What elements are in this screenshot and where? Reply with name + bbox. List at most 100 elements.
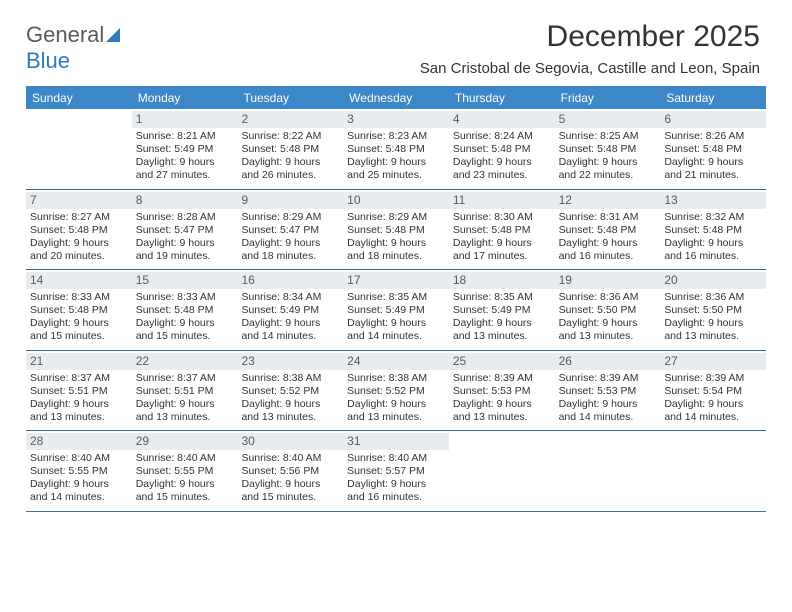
day-number: 22 <box>132 353 238 370</box>
daylight-text: and 13 minutes. <box>241 411 339 424</box>
day-number: 11 <box>449 192 555 209</box>
sunset-text: Sunset: 5:48 PM <box>559 143 657 156</box>
sunset-text: Sunset: 5:56 PM <box>241 465 339 478</box>
daylight-text: Daylight: 9 hours <box>664 317 762 330</box>
logo: General Blue <box>26 22 120 74</box>
sunset-text: Sunset: 5:57 PM <box>347 465 445 478</box>
daylight-text: Daylight: 9 hours <box>241 317 339 330</box>
calendar-cell: 15Sunrise: 8:33 AMSunset: 5:48 PMDayligh… <box>132 270 238 350</box>
sunset-text: Sunset: 5:48 PM <box>664 143 762 156</box>
daylight-text: and 17 minutes. <box>453 250 551 263</box>
sunrise-text: Sunrise: 8:35 AM <box>453 291 551 304</box>
day-number: 17 <box>343 272 449 289</box>
calendar-cell: 11Sunrise: 8:30 AMSunset: 5:48 PMDayligh… <box>449 190 555 270</box>
daylight-text: Daylight: 9 hours <box>30 478 128 491</box>
daylight-text: and 27 minutes. <box>136 169 234 182</box>
sunrise-text: Sunrise: 8:27 AM <box>30 211 128 224</box>
calendar-cell: 13Sunrise: 8:32 AMSunset: 5:48 PMDayligh… <box>660 190 766 270</box>
calendar-cell: 5Sunrise: 8:25 AMSunset: 5:48 PMDaylight… <box>555 109 661 189</box>
calendar-week-row: 28Sunrise: 8:40 AMSunset: 5:55 PMDayligh… <box>26 431 766 512</box>
calendar-cell: 31Sunrise: 8:40 AMSunset: 5:57 PMDayligh… <box>343 431 449 511</box>
calendar: Sunday Monday Tuesday Wednesday Thursday… <box>26 86 766 512</box>
calendar-cell: 21Sunrise: 8:37 AMSunset: 5:51 PMDayligh… <box>26 351 132 431</box>
sunset-text: Sunset: 5:47 PM <box>241 224 339 237</box>
calendar-cell <box>660 431 766 511</box>
daylight-text: and 15 minutes. <box>241 491 339 504</box>
daylight-text: Daylight: 9 hours <box>453 156 551 169</box>
daylight-text: Daylight: 9 hours <box>347 156 445 169</box>
logo-triangle-icon <box>106 28 120 42</box>
sunset-text: Sunset: 5:48 PM <box>136 304 234 317</box>
sunset-text: Sunset: 5:55 PM <box>30 465 128 478</box>
daylight-text: and 20 minutes. <box>30 250 128 263</box>
page-title: December 2025 <box>547 20 760 54</box>
day-number: 26 <box>555 353 661 370</box>
daylight-text: Daylight: 9 hours <box>347 237 445 250</box>
sunset-text: Sunset: 5:48 PM <box>347 224 445 237</box>
calendar-cell: 19 Sunrise: 8:36 AMSunset: 5:50 PMDayligh… <box>555 270 661 350</box>
sunset-text: Sunset: 5:48 PM <box>241 143 339 156</box>
daylight-text: and 14 minutes. <box>241 330 339 343</box>
daylight-text: and 15 minutes. <box>136 330 234 343</box>
calendar-cell: 22 Sunrise: 8:37 AMSunset: 5:51 PMDayligh… <box>132 351 238 431</box>
daylight-text: and 23 minutes. <box>453 169 551 182</box>
sunset-text: Sunset: 5:49 PM <box>241 304 339 317</box>
daylight-text: Daylight: 9 hours <box>241 156 339 169</box>
calendar-cell: 24Sunrise: 8:38 AMSunset: 5:52 PMDayligh… <box>343 351 449 431</box>
sunrise-text: Sunrise: 8:38 AM <box>347 372 445 385</box>
sunrise-text: Sunrise: 8:37 AM <box>136 372 234 385</box>
day-number: 1 <box>132 111 238 128</box>
sunrise-text: Sunrise: 8:40 AM <box>347 452 445 465</box>
calendar-cell: 8Sunrise: 8:28 AMSunset: 5:47 PMDaylight… <box>132 190 238 270</box>
calendar-cell: 9Sunrise: 8:29 AMSunset: 5:47 PMDaylight… <box>237 190 343 270</box>
sunrise-text: Sunrise: 8:28 AM <box>136 211 234 224</box>
sunrise-text: Sunrise: 8:36 AM <box>559 291 657 304</box>
daylight-text: Daylight: 9 hours <box>559 317 657 330</box>
day-number: 19 <box>555 272 661 289</box>
sunrise-text: Sunrise: 8:33 AM <box>30 291 128 304</box>
daylight-text: Daylight: 9 hours <box>664 237 762 250</box>
daylight-text: and 13 minutes. <box>347 411 445 424</box>
daylight-text: and 14 minutes. <box>559 411 657 424</box>
day-number: 3 <box>343 111 449 128</box>
calendar-cell: 17Sunrise: 8:35 AMSunset: 5:49 PMDayligh… <box>343 270 449 350</box>
sunset-text: Sunset: 5:47 PM <box>136 224 234 237</box>
daylight-text: and 14 minutes. <box>30 491 128 504</box>
day-number: 5 <box>555 111 661 128</box>
day-number: 9 <box>237 192 343 209</box>
daylight-text: Daylight: 9 hours <box>241 237 339 250</box>
daylight-text: Daylight: 9 hours <box>136 478 234 491</box>
calendar-cell: 12Sunrise: 8:31 AMSunset: 5:48 PMDayligh… <box>555 190 661 270</box>
calendar-cell <box>26 109 132 189</box>
day-number: 15 <box>132 272 238 289</box>
sunset-text: Sunset: 5:51 PM <box>136 385 234 398</box>
sunrise-text: Sunrise: 8:37 AM <box>30 372 128 385</box>
sunset-text: Sunset: 5:54 PM <box>664 385 762 398</box>
sunset-text: Sunset: 5:50 PM <box>559 304 657 317</box>
calendar-cell: 7Sunrise: 8:27 AMSunset: 5:48 PMDaylight… <box>26 190 132 270</box>
sunset-text: Sunset: 5:49 PM <box>347 304 445 317</box>
daylight-text: Daylight: 9 hours <box>136 398 234 411</box>
sunset-text: Sunset: 5:48 PM <box>453 224 551 237</box>
calendar-cell <box>449 431 555 511</box>
day-number: 23 <box>237 353 343 370</box>
day-number: 18 <box>449 272 555 289</box>
calendar-cell: 29Sunrise: 8:40 AMSunset: 5:55 PMDayligh… <box>132 431 238 511</box>
sunrise-text: Sunrise: 8:40 AM <box>136 452 234 465</box>
daylight-text: and 13 minutes. <box>453 330 551 343</box>
day-number: 30 <box>237 433 343 450</box>
sunrise-text: Sunrise: 8:26 AM <box>664 130 762 143</box>
sunrise-text: Sunrise: 8:25 AM <box>559 130 657 143</box>
daylight-text: and 26 minutes. <box>241 169 339 182</box>
sunrise-text: Sunrise: 8:39 AM <box>559 372 657 385</box>
daylight-text: and 15 minutes. <box>30 330 128 343</box>
day-header: Friday <box>555 88 661 109</box>
day-number: 2 <box>237 111 343 128</box>
daylight-text: and 13 minutes. <box>664 330 762 343</box>
daylight-text: Daylight: 9 hours <box>664 156 762 169</box>
daylight-text: and 14 minutes. <box>664 411 762 424</box>
daylight-text: and 19 minutes. <box>136 250 234 263</box>
sunrise-text: Sunrise: 8:34 AM <box>241 291 339 304</box>
calendar-cell: 26Sunrise: 8:39 AMSunset: 5:53 PMDayligh… <box>555 351 661 431</box>
daylight-text: Daylight: 9 hours <box>30 398 128 411</box>
